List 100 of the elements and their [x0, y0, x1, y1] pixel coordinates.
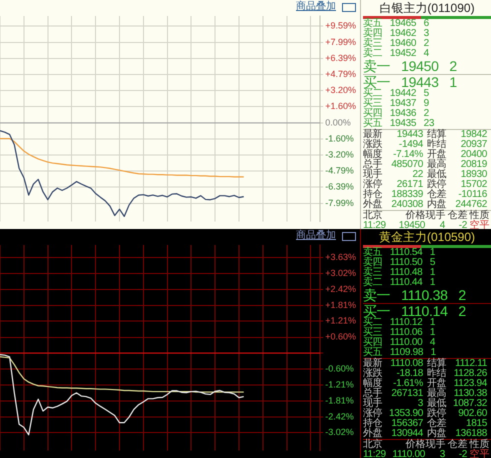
- text: 485070: [390, 159, 423, 170]
- text: 130944: [390, 428, 423, 439]
- text: 价格: [404, 210, 425, 221]
- text: 买五 19435 23: [363, 118, 434, 129]
- text: 20819: [460, 159, 487, 170]
- text: 结算: [427, 129, 448, 140]
- text: 买二 1110.12 1: [363, 317, 436, 328]
- text: 1815: [464, 418, 487, 429]
- text: 外盘: [363, 428, 384, 439]
- text: 黄金主力(010590): [378, 229, 476, 245]
- text: 188339: [390, 189, 423, 200]
- y-tick-label: -6.39%: [325, 182, 354, 192]
- y-tick-label: +3.02%: [325, 268, 356, 278]
- text: 19842: [460, 129, 487, 140]
- text: 内盘: [427, 199, 448, 210]
- text: 跌停: [427, 179, 448, 190]
- text: 11:29: [363, 220, 387, 231]
- text: 买五 1109.98 1: [363, 347, 436, 358]
- text: 136188: [454, 428, 487, 439]
- text: 19443: [396, 129, 423, 140]
- y-tick-label: -7.99%: [325, 198, 354, 208]
- text: 19450: [398, 220, 425, 230]
- text: 北京: [363, 439, 384, 450]
- text: 涨跌: [363, 368, 384, 379]
- y-tick-label: +7.99%: [325, 36, 356, 47]
- y-tick-label: +6.39%: [325, 52, 356, 63]
- text: 4: [438, 220, 445, 231]
- text: 外盘: [363, 199, 384, 210]
- text: 1110.08: [389, 358, 423, 369]
- text: 幅度: [363, 149, 384, 160]
- text: 卖五 1110.54 1: [363, 247, 436, 258]
- text: 1112.11: [454, 358, 487, 369]
- text: 涨跌: [363, 139, 384, 150]
- y-tick-label: +2.42%: [325, 284, 356, 294]
- y-tick-label: +9.59%: [325, 20, 356, 31]
- text: 卖四 1110.50 5: [363, 257, 436, 268]
- y-tick-label: +1.60%: [325, 101, 356, 112]
- text: 结算: [427, 358, 448, 369]
- text: -2: [458, 220, 467, 231]
- text: 26171: [396, 179, 423, 190]
- y-tick-label: -3.20%: [325, 150, 354, 160]
- text: 卖二 19452 4: [363, 48, 429, 59]
- text: 性质: [468, 439, 489, 450]
- text: 最低: [427, 398, 448, 409]
- text: 1123.94: [452, 378, 487, 389]
- text: 902.60: [457, 408, 487, 419]
- text: 商品叠加: [296, 1, 336, 13]
- text: 卖二 1110.44 1: [363, 277, 436, 288]
- y-tick-label: 0.00%: [325, 117, 351, 128]
- text: 现手: [363, 398, 384, 409]
- y-tick-label: +1.21%: [325, 316, 356, 326]
- text: 仓差: [446, 210, 467, 221]
- text: 仓差: [427, 418, 448, 429]
- text: -10116: [457, 189, 487, 200]
- text: 总手: [363, 388, 384, 399]
- text: 244762: [454, 199, 487, 210]
- text: 总手: [363, 159, 384, 170]
- text: 买四 1110.00 4: [363, 337, 436, 348]
- y-tick-label: +3.20%: [325, 85, 356, 96]
- y-tick-label: +4.79%: [325, 69, 356, 80]
- text: 最新: [363, 358, 384, 369]
- text: 涨停: [363, 408, 384, 419]
- text: 买一 1110.14 2: [363, 302, 466, 318]
- text: 买三 19437 9: [363, 98, 429, 109]
- text: -2: [458, 449, 467, 458]
- y-tick-label: -3.02%: [325, 427, 354, 438]
- text: 买二 19442 5: [363, 88, 429, 99]
- y-tick-label: -0.60%: [325, 363, 354, 374]
- text: 最低: [427, 169, 448, 180]
- text: 空平: [468, 220, 489, 231]
- y-tick-label: -2.42%: [325, 411, 354, 422]
- text: -1.61%: [392, 378, 423, 389]
- y-tick-label: -1.81%: [325, 395, 354, 406]
- text: 仓差: [446, 439, 467, 450]
- text: 买四 19436 2: [363, 108, 429, 119]
- text: 1128.26: [452, 368, 487, 379]
- y-tick-label: +1.81%: [325, 300, 356, 310]
- text: 买一 19443 1: [363, 74, 457, 90]
- text: 卖四 19462 3: [363, 28, 429, 39]
- text: 持仓: [363, 418, 384, 429]
- text: 最新: [363, 129, 384, 140]
- text: 跌停: [427, 408, 448, 419]
- y-tick-label: +3.63%: [325, 252, 356, 262]
- text: -1494: [398, 139, 423, 150]
- text: 267131: [390, 388, 423, 399]
- text: 开盘: [427, 378, 448, 389]
- text: 卖五 19465 6: [363, 18, 429, 29]
- text: 涨停: [363, 179, 384, 190]
- text: 11:29: [363, 449, 387, 458]
- text: 持仓: [363, 189, 384, 200]
- text: 20937: [460, 139, 487, 150]
- text: 卖一 1110.38 2: [363, 287, 466, 303]
- text: 3: [438, 449, 445, 458]
- text: 性质: [468, 210, 489, 221]
- text: 买三 1110.06 1: [363, 327, 436, 338]
- text: 现手: [363, 169, 384, 180]
- text: 18930: [460, 169, 487, 180]
- text: 空平: [468, 449, 489, 458]
- text: 卖三 19460 2: [363, 38, 429, 49]
- text: 幅度: [363, 378, 384, 389]
